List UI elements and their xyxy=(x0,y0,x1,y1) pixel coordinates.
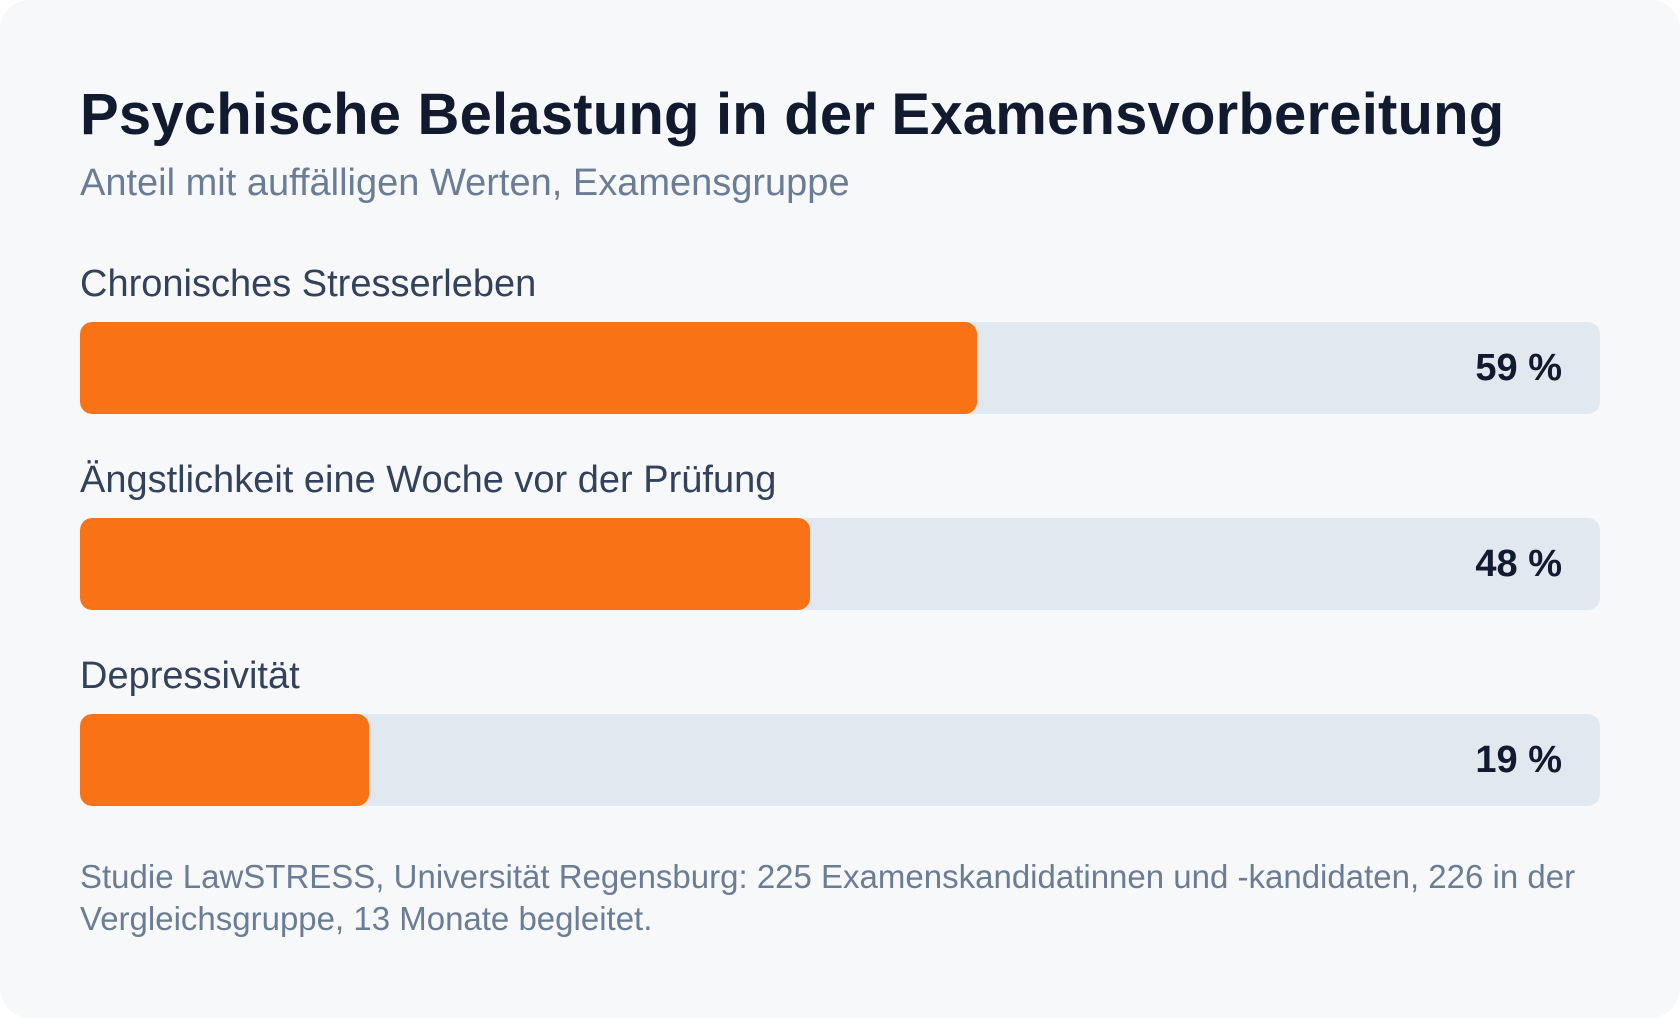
bar-rows: Chronisches Stresserleben 59 % Ängstlichke… xyxy=(80,258,1600,846)
bar-value-label: 48 % xyxy=(1475,543,1562,585)
bar-fill xyxy=(80,714,369,806)
bar-track: 59 % xyxy=(80,322,1600,414)
source-footnote: Studie LawSTRESS, Universität Regensburg… xyxy=(80,858,1576,937)
bar-row: Ängstlichkeit eine Woche vor der Prüfung… xyxy=(80,454,1600,650)
bar-fill xyxy=(80,322,977,414)
bar-fill xyxy=(80,518,810,610)
bar-category-label: Depressivität xyxy=(80,655,300,697)
chart-title: Psychische Belastung in der Examensvorbe… xyxy=(80,82,1505,147)
bar-track: 48 % xyxy=(80,518,1600,610)
bar-category-label: Ängstlichkeit eine Woche vor der Prüfung xyxy=(80,459,777,501)
bar-row: Chronisches Stresserleben 59 % xyxy=(80,258,1600,454)
bar-category-label: Chronisches Stresserleben xyxy=(80,263,537,305)
chart-subtitle: Anteil mit auffälligen Werten, Examensgr… xyxy=(80,162,850,204)
bar-track: 19 % xyxy=(80,714,1600,806)
bar-value-label: 19 % xyxy=(1475,739,1562,781)
bar-row: Depressivität 19 % xyxy=(80,650,1600,846)
bar-value-label: 59 % xyxy=(1475,347,1562,389)
